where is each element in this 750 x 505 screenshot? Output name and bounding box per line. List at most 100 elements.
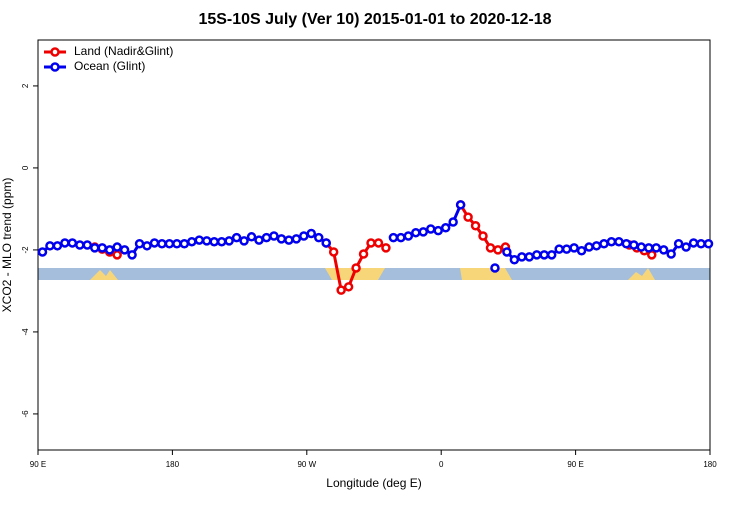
data-point — [284, 235, 294, 245]
data-point — [455, 200, 466, 210]
data-point — [75, 240, 85, 250]
data-point — [194, 235, 205, 245]
data-point — [688, 238, 699, 248]
data-point — [381, 243, 391, 253]
data-point — [629, 240, 639, 250]
data-point — [599, 239, 609, 249]
data-point — [343, 282, 354, 292]
data-point — [67, 238, 78, 248]
data-point — [433, 225, 443, 236]
data-point — [584, 242, 594, 252]
data-point — [532, 250, 542, 260]
data-point — [425, 224, 436, 234]
data-point — [470, 220, 481, 231]
x-tick-label: 0 — [439, 460, 444, 469]
x-tick-label: 90 W — [297, 460, 316, 469]
data-point — [336, 285, 346, 295]
data-point — [502, 247, 512, 257]
data-point — [201, 236, 212, 246]
data-point — [351, 263, 361, 273]
data-point — [82, 240, 93, 250]
y-tick-label: -6 — [21, 410, 30, 418]
data-point — [463, 212, 473, 222]
land-patch — [628, 268, 655, 280]
chart-title: 15S-10S July (Ver 10) 2015-01-01 to 2020… — [198, 11, 551, 28]
data-point — [411, 227, 421, 238]
data-point — [440, 223, 451, 233]
legend-label: Ocean (Glint) — [74, 59, 145, 73]
data-point — [366, 238, 376, 248]
data-point — [576, 245, 587, 256]
data-point — [254, 235, 264, 245]
data-point — [112, 242, 122, 252]
data-point — [651, 243, 661, 253]
data-point — [539, 250, 549, 260]
legend-marker — [50, 47, 60, 57]
y-tick-label: -2 — [21, 246, 30, 254]
data-point — [261, 232, 272, 243]
series-line — [41, 204, 709, 262]
data-point — [231, 232, 242, 243]
data-point — [554, 244, 564, 254]
data-point — [606, 236, 617, 247]
data-point — [157, 239, 167, 249]
data-point — [239, 236, 249, 246]
y-tick-label: 0 — [21, 165, 30, 170]
data-point — [673, 239, 684, 249]
data-point — [644, 243, 654, 253]
data-point — [546, 250, 557, 260]
data-point — [328, 247, 339, 257]
data-point — [299, 231, 309, 241]
data-point — [52, 241, 63, 251]
data-point — [569, 243, 579, 253]
data-point — [703, 239, 714, 249]
data-point — [164, 239, 175, 249]
data-point — [321, 238, 331, 248]
data-point — [37, 247, 48, 257]
data-point — [666, 249, 676, 259]
data-point — [418, 227, 429, 237]
data-point — [591, 241, 602, 251]
data-point — [134, 239, 145, 249]
data-point — [561, 244, 572, 254]
data-point — [172, 239, 182, 249]
data-point — [187, 236, 197, 247]
data-point — [60, 238, 70, 248]
x-tick-label: 180 — [166, 460, 180, 469]
legend-label: Land (Nadir&Glint) — [74, 44, 173, 58]
data-point — [509, 255, 520, 265]
data-point — [142, 241, 152, 251]
data-point — [373, 238, 384, 248]
data-point — [306, 228, 317, 239]
data-point — [681, 242, 691, 252]
data-point — [614, 236, 624, 247]
data-point — [276, 234, 287, 244]
data-point — [112, 250, 122, 260]
data-point — [149, 238, 160, 248]
data-point — [448, 217, 458, 227]
data-point — [636, 242, 647, 252]
y-tick-label: -4 — [21, 328, 30, 336]
data-point — [89, 243, 100, 253]
data-point — [658, 245, 669, 255]
data-point — [517, 252, 527, 262]
data-point — [388, 232, 399, 243]
y-axis-label: XCO2 - MLO trend (ppm) — [0, 178, 14, 313]
y-tick-label: 2 — [21, 83, 30, 88]
data-point — [224, 236, 234, 246]
data-point — [358, 249, 369, 259]
data-point — [209, 236, 219, 247]
data-point — [493, 245, 503, 255]
data-point — [396, 232, 406, 243]
x-axis-label: Longitude (deg E) — [326, 476, 421, 490]
data-point — [291, 234, 302, 244]
data-point — [485, 243, 496, 253]
land-patch — [460, 268, 512, 280]
x-tick-label: 90 E — [567, 460, 583, 469]
data-point — [621, 239, 632, 249]
x-tick-label: 180 — [703, 460, 717, 469]
data-point — [45, 241, 55, 251]
data-point — [127, 250, 137, 260]
x-tick-label: 90 E — [30, 460, 46, 469]
